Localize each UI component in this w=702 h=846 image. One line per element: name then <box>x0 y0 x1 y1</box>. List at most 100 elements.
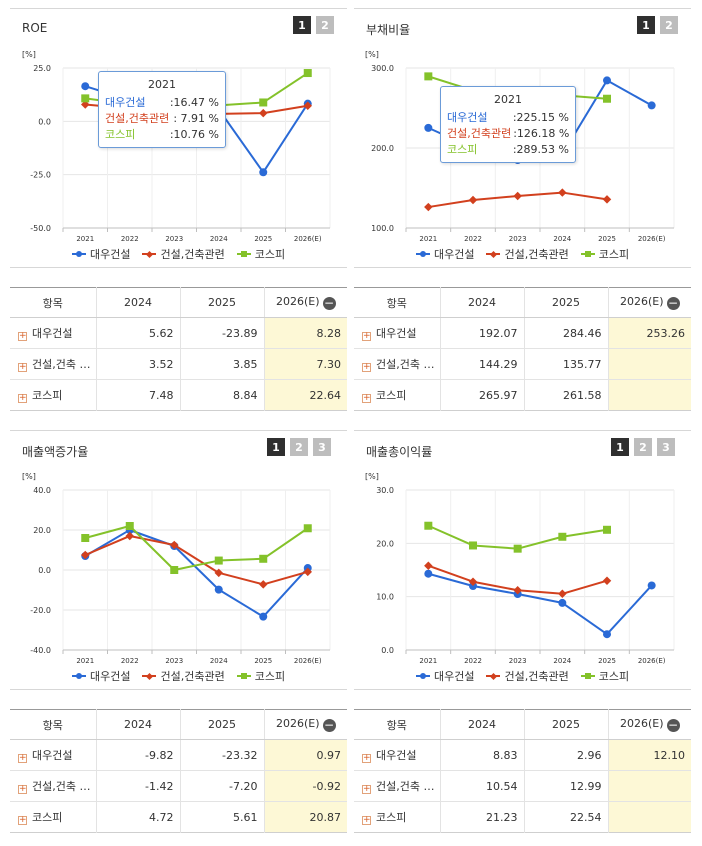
collapse-icon[interactable]: − <box>666 296 680 310</box>
column-header-label: 2026(E) <box>619 295 664 308</box>
column-header: 2024 <box>96 709 181 740</box>
x-tick-label: 2025 <box>254 235 272 243</box>
table-cell <box>608 770 691 802</box>
row-label: 대우건설 <box>376 749 417 762</box>
legend-item-kospi[interactable]: 코스피 <box>236 246 285 262</box>
expand-icon[interactable]: + <box>18 331 27 341</box>
x-tick-label: 2023 <box>509 235 527 243</box>
y-tick-label: 0.0 <box>381 646 394 655</box>
data-point <box>259 98 268 107</box>
data-point <box>603 630 611 639</box>
expand-icon[interactable]: + <box>18 393 27 403</box>
row-name[interactable]: + 대우건설 <box>354 739 441 771</box>
legend-item-kospi[interactable]: 코스피 <box>236 668 285 684</box>
gross-margin-chart-panel: 매출총이익률 1 2 3 [%] 30.0 20.0 10.0 0.0 2021 2022 2… <box>354 430 691 690</box>
expand-icon[interactable]: + <box>362 753 371 763</box>
legend-label: 대우건설 <box>434 670 475 683</box>
table-row: + 코스피 4.72 5.61 20.87 <box>10 801 347 833</box>
x-tick-label: 2026(E) <box>294 235 322 243</box>
expand-icon[interactable]: + <box>362 815 371 825</box>
page-1-button[interactable]: 1 <box>293 16 311 34</box>
table-cell: 135.77 <box>524 348 609 380</box>
y-axis-unit-label: [%] <box>22 50 36 59</box>
x-tick-label: 2023 <box>165 657 183 665</box>
table-cell: 4.72 <box>96 801 181 833</box>
row-name[interactable]: + 코스피 <box>10 801 97 833</box>
table-header-row: 항목 2024 2025 2026(E) − <box>354 287 691 318</box>
page-3-button[interactable]: 3 <box>657 438 675 456</box>
x-tick-label: 2022 <box>121 235 139 243</box>
circle-marker-icon <box>416 250 430 258</box>
column-header: 2025 <box>180 709 265 740</box>
y-tick-label: 300.0 <box>371 64 394 73</box>
legend-item-kospi[interactable]: 코스피 <box>580 668 629 684</box>
page-1-button[interactable]: 1 <box>637 16 655 34</box>
legend-item-daewoo[interactable]: 대우건설 <box>72 246 130 262</box>
expand-icon[interactable]: + <box>362 393 371 403</box>
table-row: + 건설,건축 … 3.52 3.85 7.30 <box>10 348 347 380</box>
y-tick-label: 20.0 <box>376 539 394 548</box>
row-name[interactable]: + 코스피 <box>354 379 441 411</box>
expand-icon[interactable]: + <box>18 362 27 372</box>
page-2-button[interactable]: 2 <box>634 438 652 456</box>
legend-item-daewoo[interactable]: 대우건설 <box>416 246 474 262</box>
expand-icon[interactable]: + <box>362 784 371 794</box>
row-name[interactable]: + 코스피 <box>354 801 441 833</box>
row-name[interactable]: + 건설,건축 … <box>10 348 97 380</box>
legend-item-daewoo[interactable]: 대우건설 <box>72 668 130 684</box>
data-point <box>513 191 522 201</box>
page-3-button[interactable]: 3 <box>313 438 331 456</box>
page-1-button[interactable]: 1 <box>611 438 629 456</box>
collapse-icon[interactable]: − <box>322 296 336 310</box>
expand-icon[interactable]: + <box>18 784 27 794</box>
sales-growth-data-table: 항목 2024 2025 2026(E) − + 대우건설 -9.82 -23.32 0.… <box>10 709 347 833</box>
row-name[interactable]: + 건설,건축 … <box>354 348 441 380</box>
legend-item-kospi[interactable]: 코스피 <box>580 246 629 262</box>
row-name[interactable]: + 대우건설 <box>354 317 441 349</box>
table-cell: -23.89 <box>180 317 265 349</box>
table-row: + 건설,건축 … 144.29 135.77 <box>354 348 691 380</box>
expand-icon[interactable]: + <box>362 362 371 372</box>
x-tick-label: 2022 <box>464 657 482 665</box>
expand-icon[interactable]: + <box>18 753 27 763</box>
tooltip-value: :225.15 % <box>512 111 569 124</box>
chart-legend: 대우건설 건설,건축관련 코스피 <box>416 668 629 684</box>
data-point <box>303 524 312 533</box>
page-1-button[interactable]: 1 <box>267 438 285 456</box>
legend-item-construction[interactable]: 건설,건축관련 <box>486 668 569 684</box>
row-name[interactable]: + 건설,건축 … <box>10 770 97 802</box>
tooltip-row: 대우건설:16.47 % <box>105 95 219 111</box>
tooltip-series-name: 대우건설 <box>105 96 146 109</box>
table-cell <box>608 348 691 380</box>
square-marker-icon <box>236 672 251 680</box>
table-row: + 대우건설 5.62 -23.89 8.28 <box>10 317 347 349</box>
data-point <box>81 534 90 542</box>
page-2-button[interactable]: 2 <box>290 438 308 456</box>
tooltip-series-name: 코스피 <box>447 143 478 156</box>
expand-icon[interactable]: + <box>18 815 27 825</box>
data-point <box>469 541 477 550</box>
expand-icon[interactable]: + <box>362 331 371 341</box>
row-name[interactable]: + 건설,건축 … <box>354 770 441 802</box>
row-name[interactable]: + 코스피 <box>10 379 97 411</box>
panel-title: ROE <box>22 21 48 35</box>
legend-item-construction[interactable]: 건설,건축관련 <box>142 668 225 684</box>
legend-item-construction[interactable]: 건설,건축관련 <box>486 246 569 262</box>
table-cell: -7.20 <box>180 770 265 802</box>
pager: 1 2 <box>293 16 334 34</box>
table-cell: 12.10 <box>608 739 691 771</box>
diamond-marker-icon <box>486 250 501 258</box>
page-2-button[interactable]: 2 <box>660 16 678 34</box>
collapse-icon[interactable]: − <box>666 718 680 732</box>
legend-item-daewoo[interactable]: 대우건설 <box>416 668 474 684</box>
row-name[interactable]: + 대우건설 <box>10 739 97 771</box>
table-cell: 3.85 <box>180 348 265 380</box>
x-tick-label: 2025 <box>598 235 616 243</box>
column-header: 항목 <box>354 287 441 318</box>
collapse-icon[interactable]: − <box>322 718 336 732</box>
table-header-row: 항목 2024 2025 2026(E) − <box>10 709 347 740</box>
row-name[interactable]: + 대우건설 <box>10 317 97 349</box>
legend-item-construction[interactable]: 건설,건축관련 <box>142 246 225 262</box>
table-row: + 건설,건축 … -1.42 -7.20 -0.92 <box>10 770 347 802</box>
page-2-button[interactable]: 2 <box>316 16 334 34</box>
